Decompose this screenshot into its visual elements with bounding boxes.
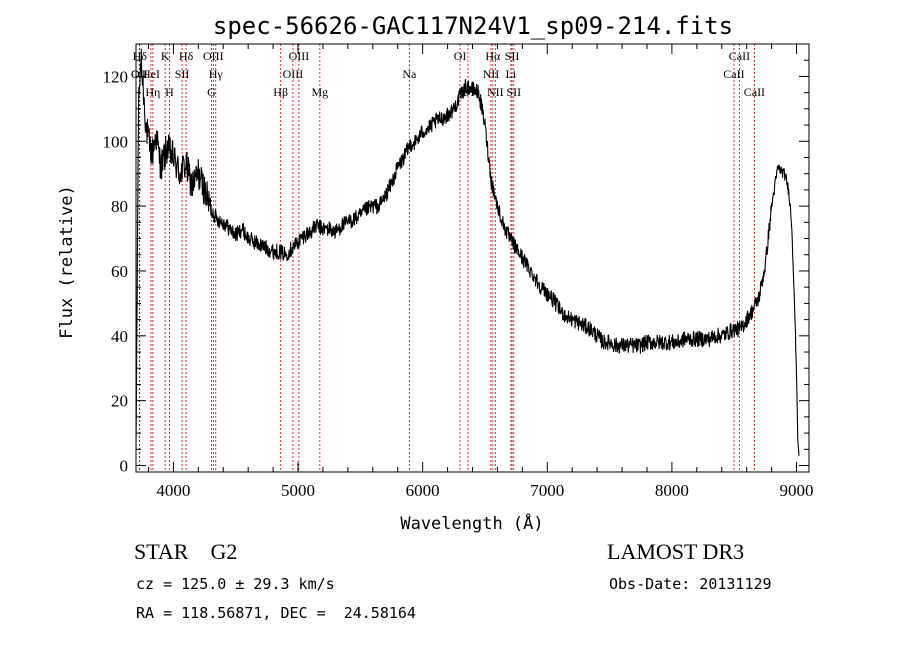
- line-label-9: OIII: [203, 49, 224, 63]
- line-label-27: CaII: [744, 85, 765, 99]
- line-label-2: OII: [131, 67, 148, 81]
- y-tick-label: 80: [111, 197, 128, 216]
- line-label-0: Hδ: [133, 49, 148, 63]
- x-tick-label: 9000: [780, 481, 814, 500]
- y-tick-label: 0: [120, 457, 129, 476]
- object-class: STAR G2: [134, 539, 238, 564]
- spectrum-line: [135, 48, 800, 456]
- line-label-13: OIII: [289, 49, 310, 63]
- line-label-25: CaII: [729, 49, 750, 63]
- line-label-21: NII: [487, 85, 504, 99]
- line-label-5: K: [161, 49, 170, 63]
- emission-line-markers: [138, 44, 755, 472]
- survey-name: LAMOST DR3: [607, 539, 745, 564]
- line-label-19: Hα: [485, 49, 501, 63]
- line-label-7: H: [165, 85, 174, 99]
- line-label-22: SII: [505, 49, 520, 63]
- y-tick-label: 120: [103, 67, 129, 86]
- line-label-23: Li: [506, 67, 517, 81]
- y-tick-label: 20: [111, 392, 128, 411]
- y-tick-label: 40: [111, 327, 128, 346]
- x-tick-label: 8000: [655, 481, 689, 500]
- x-tick-label: 6000: [406, 481, 440, 500]
- line-label-12: Hβ: [273, 85, 288, 99]
- y-axis-label: Flux (relative): [57, 185, 77, 339]
- line-label-1: OII: [131, 67, 148, 81]
- x-tick-label: 5000: [281, 481, 315, 500]
- line-label-15: Mg: [311, 85, 328, 99]
- x-axis-label: Wavelength (Å): [400, 512, 543, 534]
- x-axis-ticks: 4000 5000 6000 7000 8000 9000: [147, 44, 814, 500]
- line-label-16: Na: [402, 67, 417, 81]
- line-label-26: CaII: [723, 67, 744, 81]
- line-label-10: Hγ: [209, 67, 224, 81]
- x-tick-label: 4000: [156, 481, 190, 500]
- obs-date: Obs-Date: 20131129: [609, 575, 772, 593]
- line-label-4: Hη: [145, 85, 160, 99]
- line-label-11: G: [207, 85, 216, 99]
- ra-dec: RA = 118.56871, DEC = 24.58164: [136, 604, 416, 622]
- line-label-3: HeI: [142, 67, 160, 81]
- line-label-20: NII: [483, 67, 500, 81]
- plot-frame: [135, 43, 810, 473]
- line-label-24: SII: [506, 85, 521, 99]
- line-label-6: SII: [175, 67, 190, 81]
- line-label-17: OI: [454, 49, 467, 63]
- line-label-14: OIII: [283, 67, 304, 81]
- y-tick-label: 60: [111, 262, 128, 281]
- y-tick-label: 100: [103, 132, 129, 151]
- x-tick-label: 7000: [530, 481, 564, 500]
- redshift-cz: cz = 125.0 ± 29.3 km/s: [136, 575, 335, 593]
- y-axis-ticks: 0 20 40 60 80 100 120: [103, 59, 809, 476]
- chart-title: spec-56626-GAC117N24V1_sp09-214.fits: [213, 12, 733, 40]
- line-label-8: Hδ: [179, 49, 194, 63]
